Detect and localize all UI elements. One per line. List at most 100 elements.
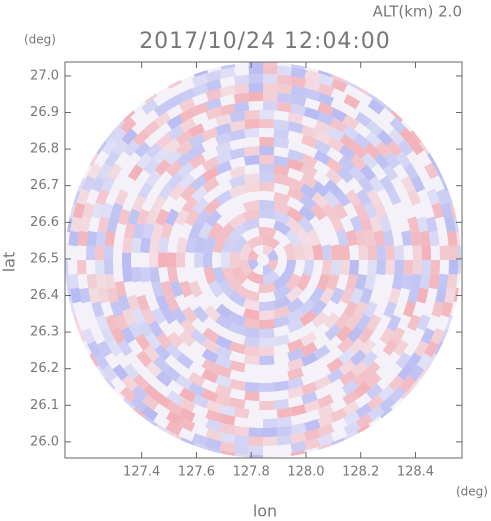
radar-cell [439, 245, 449, 260]
radar-cell [420, 327, 435, 345]
radar-cell [338, 359, 356, 376]
radar-cell [201, 127, 219, 142]
radar-cell [287, 158, 305, 172]
radar-cell [242, 308, 260, 320]
radar-cell [259, 109, 275, 120]
radar-cell [399, 376, 416, 393]
radar-cell [394, 245, 404, 260]
radar-cell [379, 396, 396, 413]
radar-cell [263, 427, 278, 437]
radar-cell [142, 394, 159, 411]
radar-cell [205, 428, 222, 441]
radar-field [65, 62, 461, 458]
radar-cell [323, 312, 340, 330]
radar-cell [181, 306, 198, 324]
radar-cell [350, 360, 368, 378]
radar-cell [300, 183, 318, 199]
radar-cell [87, 162, 102, 180]
radar-cell [179, 318, 197, 336]
radar-cell [407, 189, 421, 206]
x-tick-label: 127.4 [123, 465, 160, 480]
radar-cell [229, 360, 246, 373]
radar-cell [304, 69, 321, 83]
radar-cell [286, 285, 304, 303]
radar-cell [431, 202, 444, 219]
radar-cell [155, 294, 170, 312]
radar-cell [148, 320, 164, 338]
radar-cell [131, 195, 146, 212]
radar-cell [286, 206, 304, 223]
radar-cell [117, 208, 131, 226]
radar-cell [229, 120, 246, 132]
radar-cell [304, 79, 321, 92]
radar-cell [456, 231, 461, 247]
radar-cell [347, 325, 364, 343]
radar-cell [205, 69, 222, 83]
radar-cell [233, 83, 250, 95]
radar-cell [164, 149, 182, 166]
radar-cell [407, 216, 420, 233]
radar-cell [178, 417, 196, 432]
radar-cell [94, 260, 105, 275]
radar-cell [145, 361, 162, 378]
radar-cell [244, 390, 260, 401]
radar-cell [321, 260, 332, 276]
radar-cell [86, 230, 98, 247]
radar-cell [395, 151, 412, 169]
radar-cell [304, 107, 321, 121]
radar-cell [258, 209, 276, 220]
radar-cell [287, 149, 304, 162]
radar-cell [259, 173, 275, 183]
radar-cell [97, 216, 110, 233]
radar-cell [105, 314, 119, 331]
radar-cell [259, 137, 275, 147]
radar-cell [343, 94, 361, 110]
radar-cell [276, 83, 293, 95]
radar-cell [366, 383, 383, 400]
radar-cell [233, 425, 250, 437]
radar-cell [244, 146, 260, 157]
radar-cell [154, 392, 172, 409]
radar-cell [386, 140, 403, 157]
radar-cell [141, 307, 156, 325]
radar-cell [91, 301, 105, 318]
radar-cell [317, 73, 335, 87]
radar-cell [300, 352, 318, 367]
radar-cell [356, 188, 372, 207]
radar-cell [339, 260, 350, 276]
radar-cell [192, 305, 210, 323]
radar-cell [215, 335, 233, 350]
radar-cell [412, 245, 422, 260]
radar-cell [385, 260, 395, 275]
radar-cell [323, 190, 340, 208]
radar-cell [304, 428, 321, 441]
radar-cell [276, 425, 293, 437]
radar-cell [219, 422, 236, 435]
radar-cell [120, 386, 137, 403]
radar-cell [243, 345, 260, 356]
radar-cell [327, 136, 344, 152]
radar-cell [201, 388, 219, 403]
radar-cell [233, 92, 250, 104]
radar-cell [110, 301, 124, 318]
radar-cell [153, 355, 170, 373]
radar-cell [430, 328, 445, 345]
radar-cell [229, 129, 246, 141]
radar-cell [299, 310, 317, 327]
radar-cell [205, 399, 222, 413]
radar-cell [304, 399, 321, 413]
radar-cell [310, 203, 327, 221]
radar-cell [155, 133, 173, 150]
radar-cell [317, 102, 334, 116]
radar-cell [376, 260, 387, 276]
radar-cell [304, 88, 321, 102]
radar-cell [106, 216, 119, 233]
radar-cell [273, 201, 291, 215]
y-tick-label: 26.3 [30, 325, 59, 340]
radar-cell [149, 267, 161, 283]
radar-cell [367, 394, 384, 411]
radar-cell [131, 237, 142, 253]
radar-cell [336, 325, 353, 342]
radar-cell [330, 407, 348, 423]
